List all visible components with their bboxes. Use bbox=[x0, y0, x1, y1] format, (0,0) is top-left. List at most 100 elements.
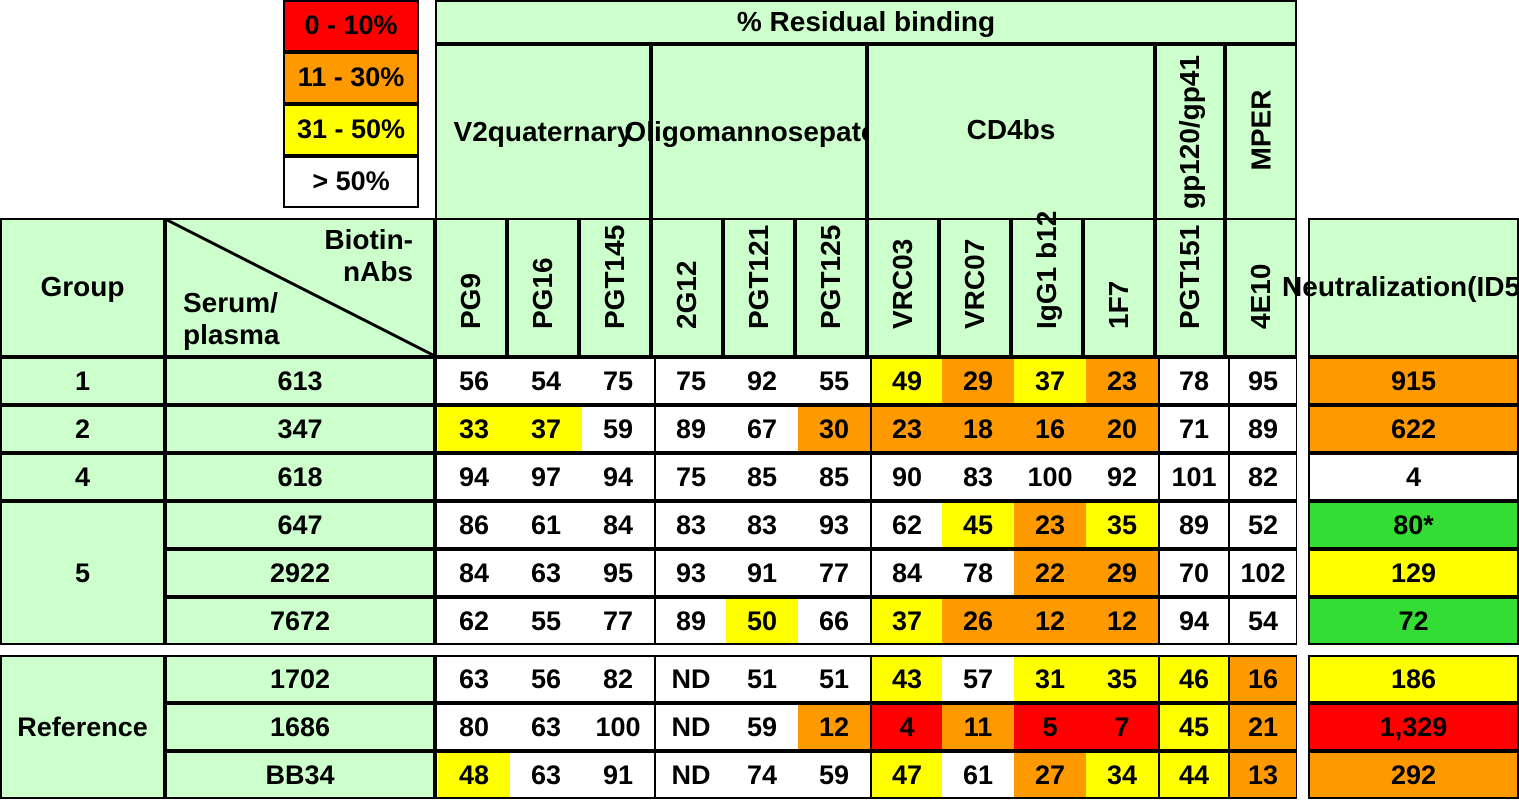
value-text: 43 bbox=[891, 663, 923, 694]
values-row: 56 54 75 75 92 55 49 29 37 23 78 95 bbox=[435, 357, 1297, 405]
value-cell: 37 bbox=[870, 599, 942, 643]
value-cell: 45 bbox=[1158, 705, 1228, 749]
value-text: 62 bbox=[891, 509, 923, 540]
value-cell: 27 bbox=[1014, 753, 1086, 797]
mper-label: MPER bbox=[1245, 89, 1276, 171]
value-text: 80 bbox=[458, 711, 490, 742]
legend-item: > 50% bbox=[283, 156, 419, 208]
value-cell: 78 bbox=[1158, 359, 1228, 403]
value-cell: 37 bbox=[510, 407, 582, 451]
value-cell: 70 bbox=[1158, 551, 1228, 595]
reference-neutralization-cell: 1,329 bbox=[1308, 703, 1519, 751]
reference-label: Reference bbox=[17, 711, 148, 742]
value-cell: 62 bbox=[438, 599, 510, 643]
value-cell: 71 bbox=[1158, 407, 1228, 451]
value-cell: 94 bbox=[1158, 599, 1228, 643]
value-text: 95 bbox=[1247, 365, 1279, 396]
values-row: 84 63 95 93 91 77 84 78 22 29 70 102 bbox=[435, 549, 1297, 597]
value-cell: 45 bbox=[942, 503, 1014, 547]
legend-item: 11 - 30% bbox=[283, 52, 419, 104]
v2-quaternary-header: V2 quaternary bbox=[435, 44, 651, 220]
value-text: 26 bbox=[962, 605, 994, 636]
v2-quaternary-line-1: V2 bbox=[453, 115, 488, 147]
value-cell: 89 bbox=[1158, 503, 1228, 547]
value-cell: 84 bbox=[438, 551, 510, 595]
value-cell: 85 bbox=[798, 455, 870, 499]
value-cell: 102 bbox=[1228, 551, 1296, 595]
group-number: 2 bbox=[74, 413, 91, 444]
value-cell: 95 bbox=[1228, 359, 1296, 403]
serum-cell: 647 bbox=[165, 501, 435, 549]
value-text: 49 bbox=[891, 365, 923, 396]
antibody-header: IgG1 b12 bbox=[1011, 211, 1083, 357]
value-text: 78 bbox=[1178, 365, 1210, 396]
biotin-serum-header: Biotin-nAbs Serum/plasma bbox=[165, 218, 435, 357]
value-cell: 43 bbox=[870, 657, 942, 701]
value-text: 95 bbox=[602, 557, 634, 588]
value-cell: 16 bbox=[1228, 657, 1296, 701]
value-text: 75 bbox=[675, 365, 707, 396]
value-cell: 55 bbox=[510, 599, 582, 643]
value-cell: 63 bbox=[510, 705, 582, 749]
value-cell: 51 bbox=[726, 657, 798, 701]
value-text: 35 bbox=[1106, 509, 1138, 540]
serum-id: BB34 bbox=[265, 759, 335, 790]
value-cell: 59 bbox=[726, 705, 798, 749]
serum-cell: 613 bbox=[165, 357, 435, 405]
value-cell: 61 bbox=[942, 753, 1014, 797]
neutralization-value: 186 bbox=[1390, 663, 1437, 694]
neutralization-cell: 622 bbox=[1308, 405, 1519, 453]
value-cell: 49 bbox=[870, 359, 942, 403]
value-text: 62 bbox=[458, 605, 490, 636]
value-cell: 30 bbox=[798, 407, 870, 451]
value-cell: 89 bbox=[654, 407, 726, 451]
value-cell: 12 bbox=[1086, 599, 1158, 643]
value-text: 91 bbox=[746, 557, 778, 588]
value-text: 46 bbox=[1178, 663, 1210, 694]
value-cell: 95 bbox=[582, 551, 654, 595]
value-text: 75 bbox=[602, 365, 634, 396]
value-cell: 100 bbox=[1014, 455, 1086, 499]
reference-neutralization-cell: 186 bbox=[1308, 655, 1519, 703]
legend-label: 0 - 10% bbox=[304, 10, 398, 41]
serum-id: 647 bbox=[277, 509, 323, 540]
neutralization-header: Neutralization(ID50) bbox=[1282, 218, 1519, 357]
group-header: Group bbox=[0, 218, 165, 357]
value-text: 77 bbox=[818, 557, 850, 588]
value-text: 86 bbox=[458, 509, 490, 540]
group-number: 4 bbox=[74, 461, 91, 492]
value-cell: 51 bbox=[798, 657, 870, 701]
value-cell: 93 bbox=[654, 551, 726, 595]
value-cell: 26 bbox=[942, 599, 1014, 643]
value-cell: 55 bbox=[798, 359, 870, 403]
oligomannose-header: Oligomannose patch bbox=[624, 44, 894, 220]
value-cell: 92 bbox=[726, 359, 798, 403]
reference-serum-cell: BB34 bbox=[165, 751, 435, 799]
value-text: 59 bbox=[818, 759, 850, 790]
value-text: 34 bbox=[1106, 759, 1138, 790]
serum-cell: 618 bbox=[165, 453, 435, 501]
value-text: 85 bbox=[746, 461, 778, 492]
value-text: 5 bbox=[1042, 711, 1058, 742]
value-cell: 23 bbox=[1014, 503, 1086, 547]
value-cell: 83 bbox=[942, 455, 1014, 499]
value-text: 84 bbox=[602, 509, 634, 540]
value-cell: 54 bbox=[510, 359, 582, 403]
reference-serum-cell: 1702 bbox=[165, 655, 435, 703]
value-cell: 16 bbox=[1014, 407, 1086, 451]
value-cell: 85 bbox=[726, 455, 798, 499]
neutralization-value: 80* bbox=[1393, 509, 1434, 540]
value-cell: 52 bbox=[1228, 503, 1296, 547]
value-text: 78 bbox=[962, 557, 994, 588]
reference-serum-cell: 1686 bbox=[165, 703, 435, 751]
serum-plasma-line-1: Serum/ bbox=[183, 286, 278, 318]
value-text: 84 bbox=[891, 557, 923, 588]
value-text: 92 bbox=[746, 365, 778, 396]
value-cell: 56 bbox=[510, 657, 582, 701]
value-text: 83 bbox=[962, 461, 994, 492]
value-text: 93 bbox=[818, 509, 850, 540]
antibody-header: 4E10 bbox=[1225, 218, 1297, 357]
value-cell: 75 bbox=[582, 359, 654, 403]
value-text: 37 bbox=[530, 413, 562, 444]
antibody-header: PGT145 bbox=[579, 218, 651, 357]
